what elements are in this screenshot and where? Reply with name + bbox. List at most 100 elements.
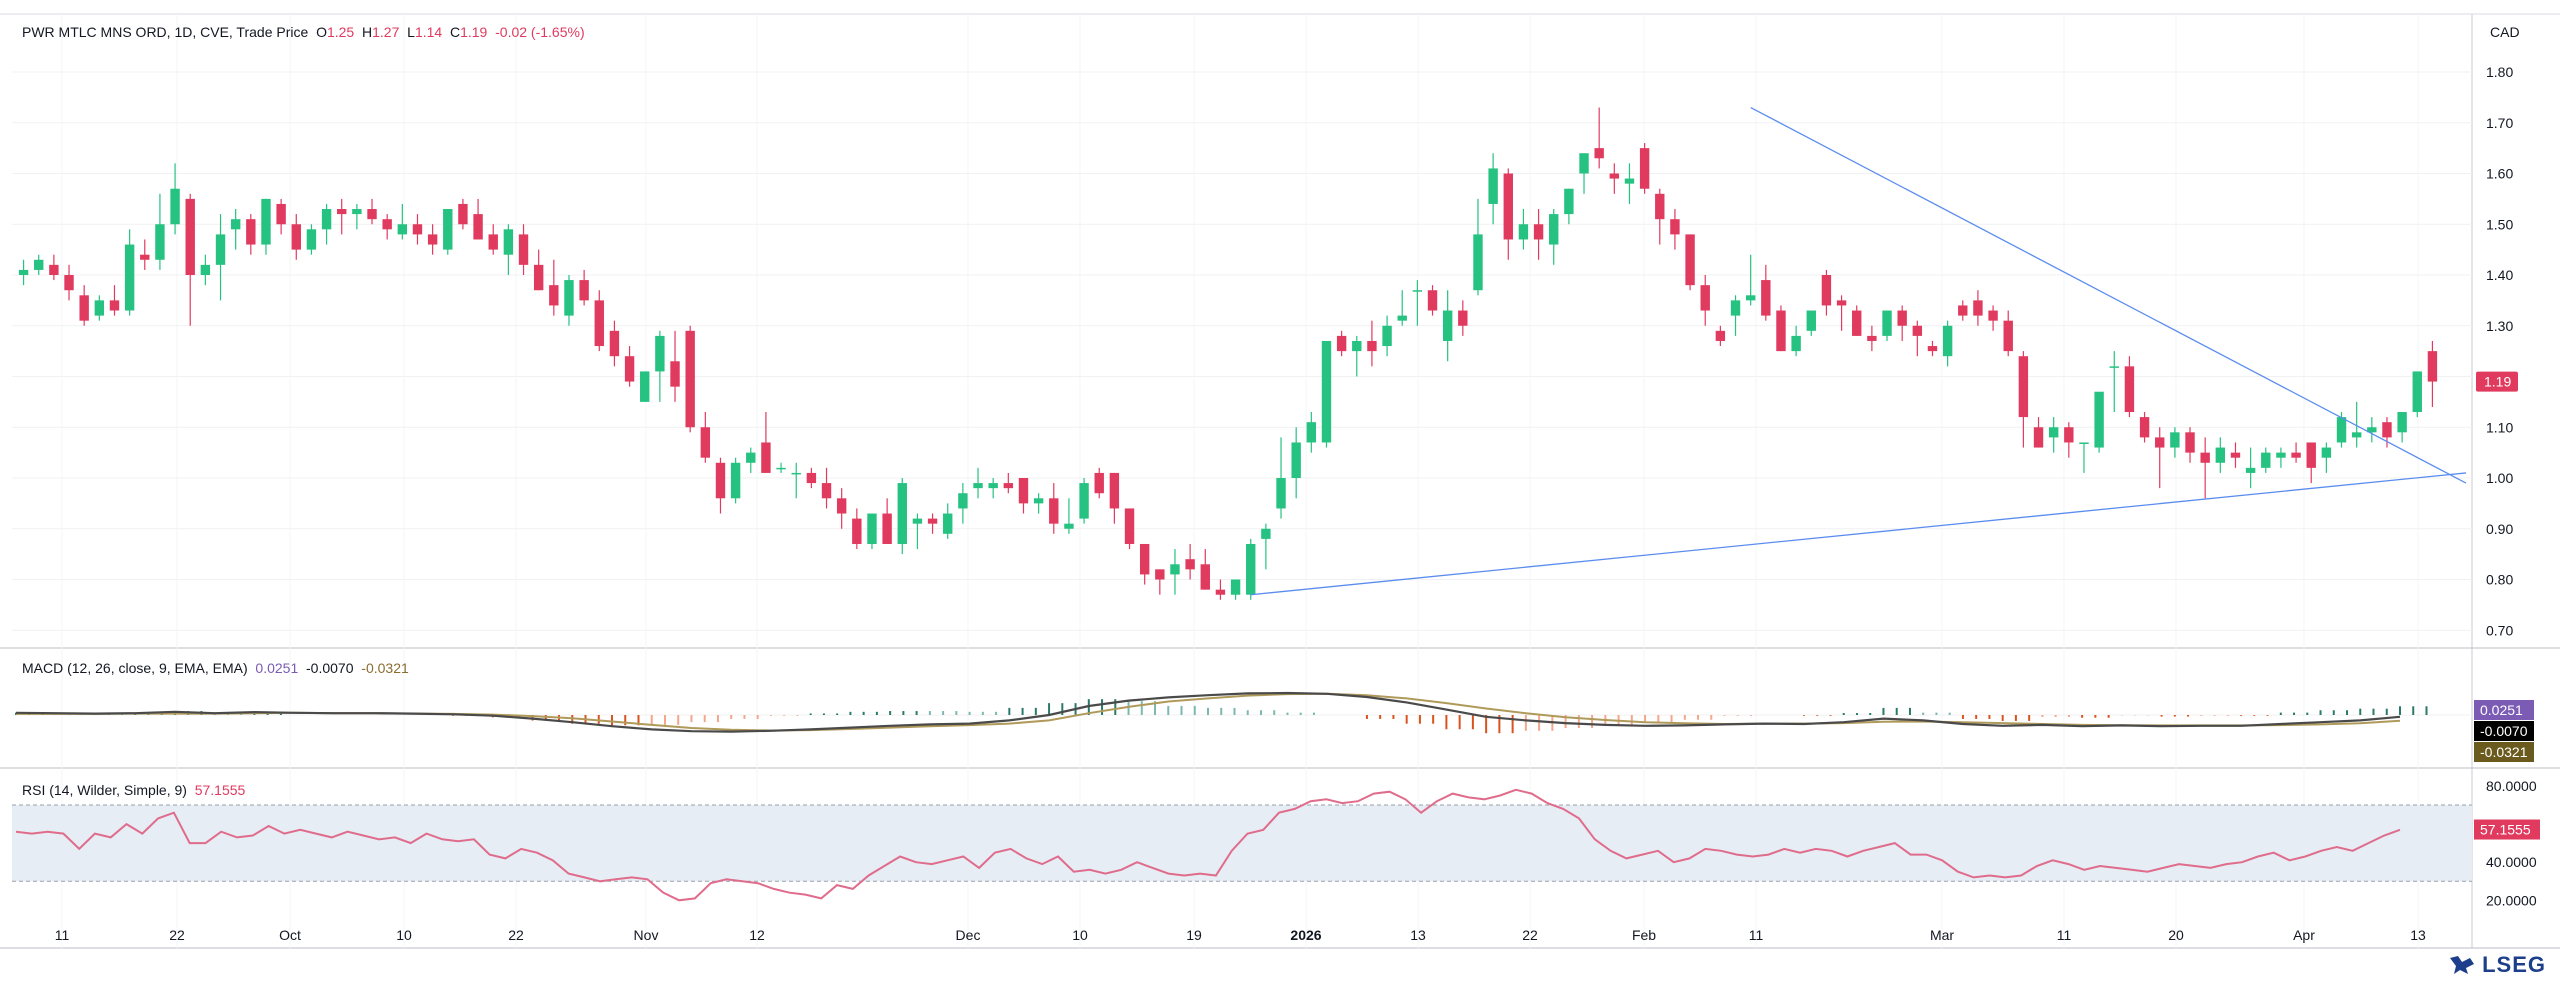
rsi-band bbox=[12, 805, 2472, 882]
candle-down bbox=[185, 198, 195, 275]
candle-down bbox=[549, 285, 559, 306]
symbol-label: PWR MTLC MNS ORD, 1D, CVE, Trade Price bbox=[22, 24, 309, 40]
candle-up bbox=[2245, 467, 2256, 473]
candle-down bbox=[1958, 305, 1968, 316]
rsi-tick-label: 40.0000 bbox=[2486, 854, 2537, 870]
candle-down bbox=[1458, 310, 1468, 326]
low-value: 1.14 bbox=[414, 24, 443, 40]
candle-up bbox=[640, 371, 650, 402]
candle-up bbox=[1730, 300, 1741, 316]
signal-value: -0.0070 bbox=[306, 660, 354, 676]
signal-value-badge bbox=[2474, 721, 2534, 741]
hist-value: -0.0321 bbox=[361, 660, 409, 676]
candle-up bbox=[1745, 295, 1756, 301]
candle-up bbox=[2170, 432, 2180, 448]
time-tick-label: Feb bbox=[1632, 927, 1656, 943]
candle-up bbox=[791, 472, 801, 475]
candle-up bbox=[2094, 391, 2104, 448]
open-value: 1.25 bbox=[326, 24, 355, 40]
candle-down bbox=[2306, 442, 2316, 468]
candle-down bbox=[700, 427, 711, 458]
candle-down bbox=[337, 209, 347, 215]
candle-down bbox=[2124, 366, 2135, 413]
candle-up bbox=[2048, 427, 2059, 438]
candle-down bbox=[1609, 173, 1620, 179]
candle-down bbox=[2427, 351, 2438, 382]
time-tick-label: 22 bbox=[169, 927, 185, 943]
candle-down bbox=[2003, 320, 2013, 352]
candle-up bbox=[397, 224, 408, 235]
time-tick-label: 11 bbox=[2057, 927, 2072, 943]
rsi-tick-label: 20.0000 bbox=[2486, 892, 2537, 908]
candle-down bbox=[109, 300, 120, 311]
candle-up bbox=[2215, 447, 2226, 463]
candle-up bbox=[2276, 452, 2286, 458]
candle-down bbox=[1927, 346, 1938, 352]
candle-down bbox=[2064, 427, 2074, 443]
candle-down bbox=[2155, 437, 2165, 448]
candle-down bbox=[685, 330, 695, 428]
candle-down bbox=[1533, 224, 1544, 240]
candle-up bbox=[18, 269, 29, 275]
price-tick-label: 1.40 bbox=[2486, 267, 2513, 283]
candle-down bbox=[1155, 569, 1165, 580]
candle-up bbox=[730, 462, 741, 499]
chart-header: PWR MTLC MNS ORD, 1D, CVE, Trade Price O… bbox=[22, 24, 585, 40]
price-tick-label: 0.80 bbox=[2486, 572, 2513, 588]
candle-down bbox=[1200, 564, 1210, 590]
candle-down bbox=[2200, 452, 2210, 463]
candle-down bbox=[806, 472, 817, 484]
candle-up bbox=[170, 188, 180, 225]
lseg-logo-icon bbox=[2450, 956, 2475, 974]
trendline-resistance bbox=[1750, 106, 2467, 484]
candle-down bbox=[246, 219, 256, 245]
candle-down bbox=[367, 209, 377, 220]
candle-up bbox=[1412, 290, 1423, 292]
candle-up bbox=[746, 452, 756, 463]
candle-up bbox=[352, 209, 362, 215]
time-tick-label: 13 bbox=[2410, 927, 2426, 943]
brand-text: LSEG bbox=[2482, 952, 2546, 977]
candle-down bbox=[715, 462, 726, 499]
candle-up bbox=[2079, 442, 2089, 444]
rsi-line bbox=[15, 788, 2401, 902]
candle-down bbox=[624, 356, 635, 382]
macd-title: MACD (12, 26, close, 9, EMA, EMA) 0.0251… bbox=[22, 660, 409, 676]
rsi-tick-label: 80.0000 bbox=[2486, 778, 2537, 794]
brand-logo: LSEG bbox=[2448, 952, 2546, 978]
candle-up bbox=[655, 335, 665, 372]
candle-down bbox=[1367, 340, 1377, 352]
candle-down bbox=[1897, 310, 1907, 326]
candle-up bbox=[306, 229, 317, 250]
candle-up bbox=[867, 513, 877, 544]
candle-down bbox=[836, 498, 847, 514]
candle-down bbox=[533, 264, 544, 291]
candle-up bbox=[1321, 340, 1332, 443]
candle-up bbox=[912, 518, 923, 524]
candle-down bbox=[1139, 543, 1150, 575]
currency-label: CAD bbox=[2490, 24, 2520, 40]
candle-up bbox=[2397, 412, 2407, 433]
candle-down bbox=[2033, 427, 2044, 448]
signal-value-badge-text: -0.0070 bbox=[2480, 723, 2528, 739]
candle-down bbox=[2382, 422, 2392, 438]
price-tick-label: 0.90 bbox=[2486, 521, 2513, 537]
macd-value-badge-text: 0.0251 bbox=[2480, 702, 2523, 718]
candle-down bbox=[1867, 335, 1877, 341]
candle-up bbox=[564, 280, 574, 316]
candle-up bbox=[1246, 543, 1256, 595]
candle-up bbox=[1230, 579, 1241, 595]
time-tick-label: Mar bbox=[1930, 927, 1954, 943]
rsi-value-badge bbox=[2474, 819, 2540, 840]
hist-value-badge bbox=[2474, 742, 2534, 762]
open-label: O bbox=[316, 24, 327, 40]
candle-down bbox=[1018, 478, 1029, 504]
candle-down bbox=[1988, 310, 1998, 321]
trendline-support bbox=[1250, 472, 2467, 596]
time-tick-label: Apr bbox=[2293, 927, 2315, 943]
candle-down bbox=[64, 275, 74, 291]
candle-down bbox=[1761, 280, 1771, 316]
time-tick-label: Nov bbox=[634, 927, 659, 943]
candle-up bbox=[1942, 325, 1953, 357]
